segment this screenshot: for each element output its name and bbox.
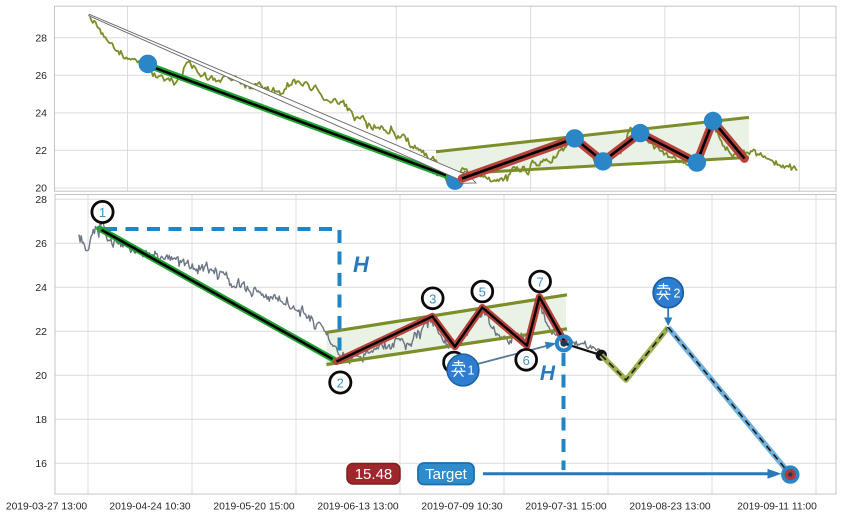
svg-text:1: 1 bbox=[99, 205, 106, 220]
svg-text:2019-07-09 10:30: 2019-07-09 10:30 bbox=[421, 502, 503, 513]
svg-text:Target: Target bbox=[425, 466, 468, 483]
svg-text:2019-03-27 13:00: 2019-03-27 13:00 bbox=[6, 502, 88, 513]
svg-text:1: 1 bbox=[468, 364, 475, 378]
svg-text:H: H bbox=[540, 362, 556, 385]
svg-text:2019-09-11 11:00: 2019-09-11 11:00 bbox=[737, 502, 817, 513]
svg-text:2019-08-23 13:00: 2019-08-23 13:00 bbox=[629, 502, 711, 513]
svg-text:24: 24 bbox=[35, 282, 47, 294]
svg-text:28: 28 bbox=[35, 194, 47, 206]
svg-text:2019-06-13 13:00: 2019-06-13 13:00 bbox=[317, 502, 399, 513]
svg-text:28: 28 bbox=[35, 33, 47, 45]
svg-text:5: 5 bbox=[479, 285, 486, 300]
svg-text:2: 2 bbox=[337, 376, 344, 391]
svg-text:2019-05-20 15:00: 2019-05-20 15:00 bbox=[213, 502, 295, 513]
svg-text:7: 7 bbox=[536, 275, 543, 290]
svg-text:2019-04-24 10:30: 2019-04-24 10:30 bbox=[109, 502, 191, 513]
svg-text:H: H bbox=[353, 252, 370, 277]
svg-text:18: 18 bbox=[35, 414, 47, 426]
svg-text:2: 2 bbox=[674, 287, 681, 301]
svg-text:6: 6 bbox=[523, 353, 530, 368]
svg-text:16: 16 bbox=[35, 458, 47, 470]
svg-text:15.48: 15.48 bbox=[355, 466, 393, 483]
svg-text:22: 22 bbox=[35, 145, 47, 157]
svg-text:22: 22 bbox=[35, 326, 47, 338]
svg-text:24: 24 bbox=[35, 108, 47, 120]
svg-text:2019-07-31 15:00: 2019-07-31 15:00 bbox=[525, 502, 607, 513]
svg-text:3: 3 bbox=[429, 291, 436, 306]
svg-text:26: 26 bbox=[35, 238, 47, 250]
svg-text:20: 20 bbox=[35, 183, 47, 195]
svg-text:20: 20 bbox=[35, 370, 47, 382]
svg-text:26: 26 bbox=[35, 70, 47, 82]
